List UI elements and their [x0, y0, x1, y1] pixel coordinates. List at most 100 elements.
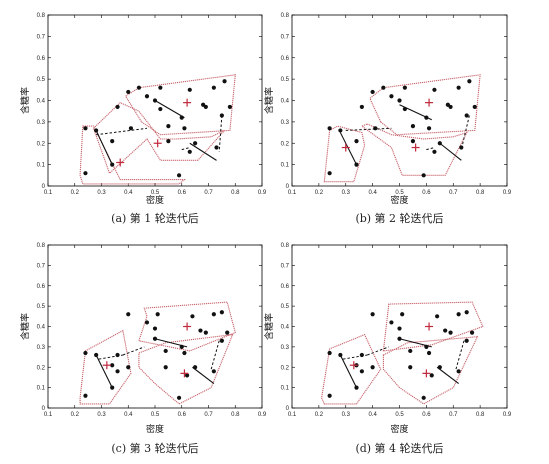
data-point [155, 312, 160, 317]
data-point [327, 126, 332, 131]
data-point [219, 310, 224, 315]
subplot-2: 0.1 0.2 0.3 0.4 0.5 0.6 0.7 0.8 0.900.10.20.30.4… [263, 13, 512, 225]
data-point [437, 141, 442, 146]
data-point [187, 87, 192, 92]
data-point [370, 312, 375, 317]
x-tick-label: 0.6 [422, 190, 431, 196]
x-tick-label: 0.4 [124, 190, 133, 196]
y-tick-label: 0.2 [37, 365, 46, 371]
y-tick-label: 0.1 [37, 163, 46, 169]
data-point [83, 126, 88, 131]
dashed-link [426, 147, 435, 151]
data-point [94, 352, 99, 358]
data-point [214, 145, 219, 150]
dashed-link [345, 127, 392, 131]
y-tick-label: 0.4 [281, 325, 290, 331]
cluster-center [422, 369, 431, 378]
x-tick-label: 0.7 [449, 412, 458, 418]
cluster-region [369, 74, 481, 136]
y-tick-label: 0.2 [281, 141, 290, 147]
data-point [166, 139, 171, 144]
data-point [327, 171, 332, 176]
data-point [426, 126, 432, 131]
data-point [359, 352, 364, 358]
cluster-center [116, 158, 125, 167]
y-tick-label: 0.7 [281, 263, 290, 269]
cluster-center [425, 98, 434, 107]
data-point [432, 149, 437, 154]
x-tick-label: 0.5 [151, 190, 160, 196]
data-point [397, 326, 402, 331]
data-point [397, 98, 402, 103]
data-point [136, 85, 142, 90]
x-tick-label: 0.4 [368, 190, 377, 196]
cluster-center [411, 143, 420, 152]
data-point [437, 365, 442, 370]
y-tick-label: 0.3 [37, 345, 46, 351]
data-point [176, 395, 182, 400]
data-point [469, 330, 475, 335]
subplot-3: 0.1 0.2 0.3 0.4 0.5 0.6 0.7 0.8 0.900.10.20.30.4… [19, 243, 267, 455]
y-tick-label: 0.8 [37, 243, 46, 249]
data-point [198, 328, 203, 333]
x-tick-label: 0.1 [44, 412, 53, 418]
y-tick-label: 0.6 [37, 56, 46, 62]
y-tick-label: 0 [42, 406, 46, 412]
data-point [227, 104, 232, 110]
x-tick-label: 0.8 [476, 412, 485, 418]
data-point [443, 328, 448, 333]
y-tick-label: 0.1 [37, 386, 46, 392]
data-point [424, 344, 429, 349]
data-point [115, 104, 120, 110]
x-tick-label: 0.4 [124, 412, 133, 418]
subplot-caption: (b) 第 2 轮迭代后 [355, 211, 443, 225]
y-tick-label: 0.1 [281, 163, 290, 169]
data-point [435, 314, 440, 319]
dashed-link [367, 346, 389, 356]
dashed-link [122, 346, 145, 356]
x-tick-label: 0.1 [44, 190, 53, 196]
y-tick-label: 0.1 [281, 386, 290, 392]
data-point [126, 365, 131, 370]
data-point [115, 352, 120, 358]
data-point [389, 94, 394, 99]
cluster-region [79, 329, 132, 405]
dashed-link [210, 340, 220, 370]
solid-link [339, 354, 357, 388]
data-point [448, 104, 453, 110]
data-point [402, 106, 407, 112]
data-point [158, 85, 163, 90]
solid-link [192, 366, 215, 384]
x-tick-label: 0.8 [476, 190, 485, 196]
solid-link [154, 100, 185, 119]
x-tick-label: 0.4 [368, 412, 377, 418]
y-axis-label: 含糖率 [19, 313, 31, 340]
data-point [338, 128, 343, 133]
x-tick-label: 0.7 [204, 412, 213, 418]
data-point [464, 310, 469, 315]
data-point [402, 85, 407, 90]
data-point [225, 330, 230, 335]
data-point [163, 348, 168, 354]
data-point [94, 128, 99, 133]
data-point [410, 124, 416, 129]
data-point [327, 393, 332, 398]
y-tick-label: 0 [42, 184, 46, 190]
solid-link [439, 142, 462, 161]
y-tick-label: 0.5 [37, 77, 46, 83]
x-tick-label: 0.6 [178, 412, 187, 418]
data-point [370, 365, 375, 370]
dashed-link [181, 147, 190, 151]
y-tick-label: 0.5 [281, 77, 290, 83]
y-tick-label: 0.6 [281, 56, 290, 62]
cluster-center [180, 369, 189, 378]
cluster-center [153, 139, 162, 148]
data-point [187, 149, 192, 154]
data-point [354, 139, 359, 144]
data-point [126, 312, 131, 317]
cluster-region [138, 333, 234, 405]
data-point [179, 344, 184, 349]
y-tick-label: 0.2 [281, 365, 290, 371]
data-point [456, 85, 461, 90]
x-tick-label: 0.5 [151, 412, 160, 418]
